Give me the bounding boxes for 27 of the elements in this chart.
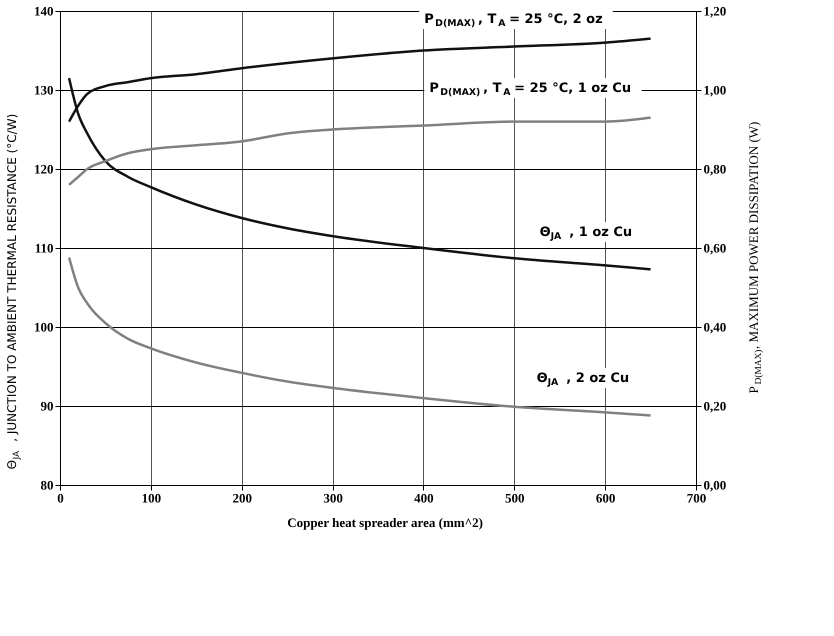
- x-axis-title: Copper heat spreader area (mm^2): [287, 515, 483, 530]
- y2-tick-label: 0,00: [704, 478, 726, 492]
- line-series: [68, 256, 652, 417]
- y2-axis-title: PD(MAX), MAXIMUM POWER DISSIPATION (W): [746, 122, 764, 394]
- x-tick-label: 400: [414, 490, 434, 506]
- y-tick-label: 110: [34, 240, 54, 256]
- y2-tick-label: 0,60: [704, 240, 726, 256]
- x-tick-label: 600: [596, 490, 616, 506]
- y2-tick-label: 1,00: [704, 82, 726, 98]
- y2-tick-label: 0,80: [704, 162, 726, 176]
- y-tick-label: 100: [34, 320, 54, 334]
- x-tick-label: 0: [57, 490, 64, 506]
- y2-tick-label: 1,20: [704, 4, 726, 18]
- y-tick-label: 80: [40, 478, 54, 492]
- x-tick-label: 100: [142, 490, 162, 506]
- x-tick-label: 300: [323, 490, 343, 506]
- y-tick-label: 120: [34, 162, 54, 176]
- y-tick-label: 140: [34, 4, 54, 18]
- y-tick-label: 90: [40, 398, 54, 414]
- x-tick-label: 200: [232, 490, 252, 506]
- y-tick-label: 130: [34, 82, 54, 98]
- x-tick-label: 500: [505, 490, 525, 506]
- x-tick-label: 700: [686, 490, 706, 506]
- y-axis-title: ΘJA, JUNCTION TO AMBIENT THERMAL RESISTANCE (°C/W): [5, 114, 22, 470]
- y2-tick-label: 0,40: [704, 320, 726, 334]
- y2-tick-label: 0,20: [704, 398, 726, 414]
- line-series: [68, 116, 652, 186]
